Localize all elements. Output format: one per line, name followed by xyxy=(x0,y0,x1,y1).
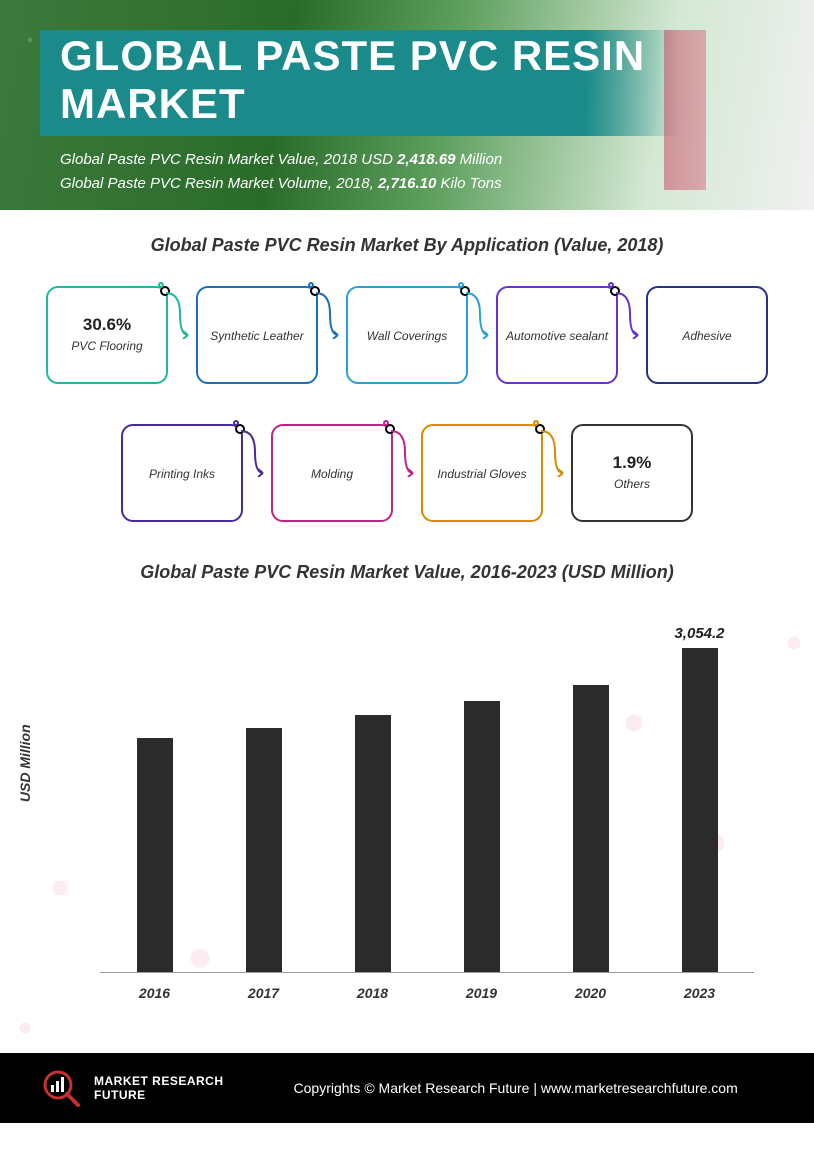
subtitle-2-value: 2,716.10 xyxy=(378,175,436,192)
application-box: 30.6% PVC Flooring xyxy=(46,286,168,384)
bar xyxy=(573,685,609,972)
application-box: Wall Coverings xyxy=(346,286,468,384)
main-title: GLOBAL PASTE PVC RESIN MARKET xyxy=(60,32,660,128)
box-label: Wall Coverings xyxy=(367,329,447,345)
application-box: Industrial Gloves xyxy=(421,424,543,522)
subtitle-1-prefix: Global Paste PVC Resin Market Value, 201… xyxy=(60,151,397,168)
x-axis-tick-label: 2020 xyxy=(546,985,636,1001)
box-percentage: 1.9% xyxy=(613,453,652,473)
header-banner: GLOBAL PASTE PVC RESIN MARKET Global Pas… xyxy=(0,0,814,210)
connector-arrow xyxy=(541,424,569,474)
applications-boxes: 30.6% PVC Flooring Synthetic Leather Wall C… xyxy=(0,286,814,522)
box-label: Molding xyxy=(311,467,353,483)
footer-logo: MARKET RESEARCH FUTURE xyxy=(40,1067,224,1109)
subtitle-2-prefix: Global Paste PVC Resin Market Volume, 20… xyxy=(60,175,378,192)
bar-group xyxy=(437,701,527,972)
bar-group xyxy=(546,685,636,972)
connector-arrow xyxy=(316,286,344,336)
bar-group xyxy=(219,728,309,972)
applications-row-1: 30.6% PVC Flooring Synthetic Leather Wall C… xyxy=(40,286,774,384)
box-label: Others xyxy=(614,477,650,493)
bar xyxy=(682,648,718,973)
box-percentage: 30.6% xyxy=(83,315,131,335)
connector-arrow xyxy=(241,424,269,474)
applications-row-2: Printing Inks Molding Industrial Gloves 1.9… xyxy=(40,424,774,522)
logo-text: MARKET RESEARCH FUTURE xyxy=(94,1074,224,1103)
application-box: 1.9% Others xyxy=(571,424,693,522)
application-box: Automotive sealant xyxy=(496,286,618,384)
x-axis-labels: 2016 2017 2018 2019 2020 2023 xyxy=(100,985,754,1001)
application-box: Printing Inks xyxy=(121,424,243,522)
x-axis-tick-label: 2018 xyxy=(328,985,418,1001)
x-axis-tick-label: 2023 xyxy=(655,985,745,1001)
y-axis-label: USD Million xyxy=(17,724,33,802)
bar-group xyxy=(328,715,418,972)
bar xyxy=(464,701,500,972)
title-bar: GLOBAL PASTE PVC RESIN MARKET xyxy=(40,30,680,136)
bars-area: 3,054.2 xyxy=(100,633,754,973)
bar xyxy=(355,715,391,972)
subtitle-line-1: Global Paste PVC Resin Market Value, 201… xyxy=(40,148,774,172)
bar xyxy=(246,728,282,972)
connector-arrow xyxy=(466,286,494,336)
subtitle-1-suffix: Million xyxy=(456,151,503,168)
bar-value-label: 3,054.2 xyxy=(674,625,724,642)
box-label: Industrial Gloves xyxy=(437,467,526,483)
application-box: Molding xyxy=(271,424,393,522)
connector-arrow xyxy=(166,286,194,336)
bar-group: 3,054.2 xyxy=(655,625,745,973)
x-axis-tick-label: 2019 xyxy=(437,985,527,1001)
logo-icon xyxy=(40,1067,82,1109)
chart-title: Global Paste PVC Resin Market Value, 201… xyxy=(0,562,814,583)
bar xyxy=(137,738,173,972)
bar-group xyxy=(110,738,200,972)
application-box: Synthetic Leather xyxy=(196,286,318,384)
logo-text-1: MARKET RESEARCH xyxy=(94,1074,224,1088)
box-label: PVC Flooring xyxy=(71,339,142,355)
bar-chart: USD Million 3,054.2 2016 2017 2018 2019 2020… xyxy=(0,613,814,1053)
footer: MARKET RESEARCH FUTURE Copyrights © Mark… xyxy=(0,1053,814,1123)
connector-arrow xyxy=(391,424,419,474)
logo-text-2: FUTURE xyxy=(94,1088,224,1102)
subtitle-2-suffix: Kilo Tons xyxy=(436,175,501,192)
connector-arrow xyxy=(616,286,644,336)
box-label: Adhesive xyxy=(682,329,731,345)
applications-title: Global Paste PVC Resin Market By Applica… xyxy=(0,235,814,256)
x-axis-tick-label: 2017 xyxy=(219,985,309,1001)
box-label: Synthetic Leather xyxy=(210,329,303,345)
x-axis-tick-label: 2016 xyxy=(110,985,200,1001)
box-label: Automotive sealant xyxy=(506,329,608,345)
subtitle-line-2: Global Paste PVC Resin Market Volume, 20… xyxy=(40,172,774,196)
copyright-text: Copyrights © Market Research Future | ww… xyxy=(294,1080,738,1096)
subtitle-1-value: 2,418.69 xyxy=(397,151,455,168)
box-label: Printing Inks xyxy=(149,467,215,483)
application-box: Adhesive xyxy=(646,286,768,384)
